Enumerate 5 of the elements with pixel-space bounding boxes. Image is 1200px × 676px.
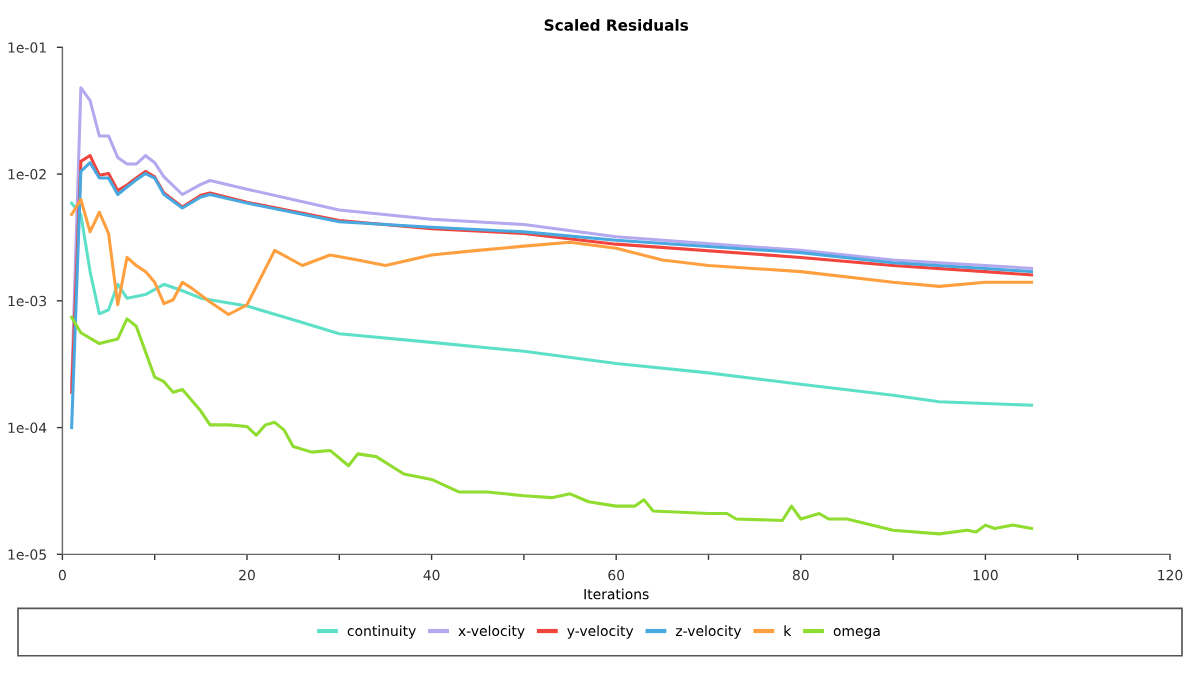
line-series [70, 154, 1034, 394]
line-series [70, 197, 1034, 317]
line-series [70, 201, 1034, 407]
line-series [70, 161, 1034, 430]
line-series [70, 315, 1034, 536]
